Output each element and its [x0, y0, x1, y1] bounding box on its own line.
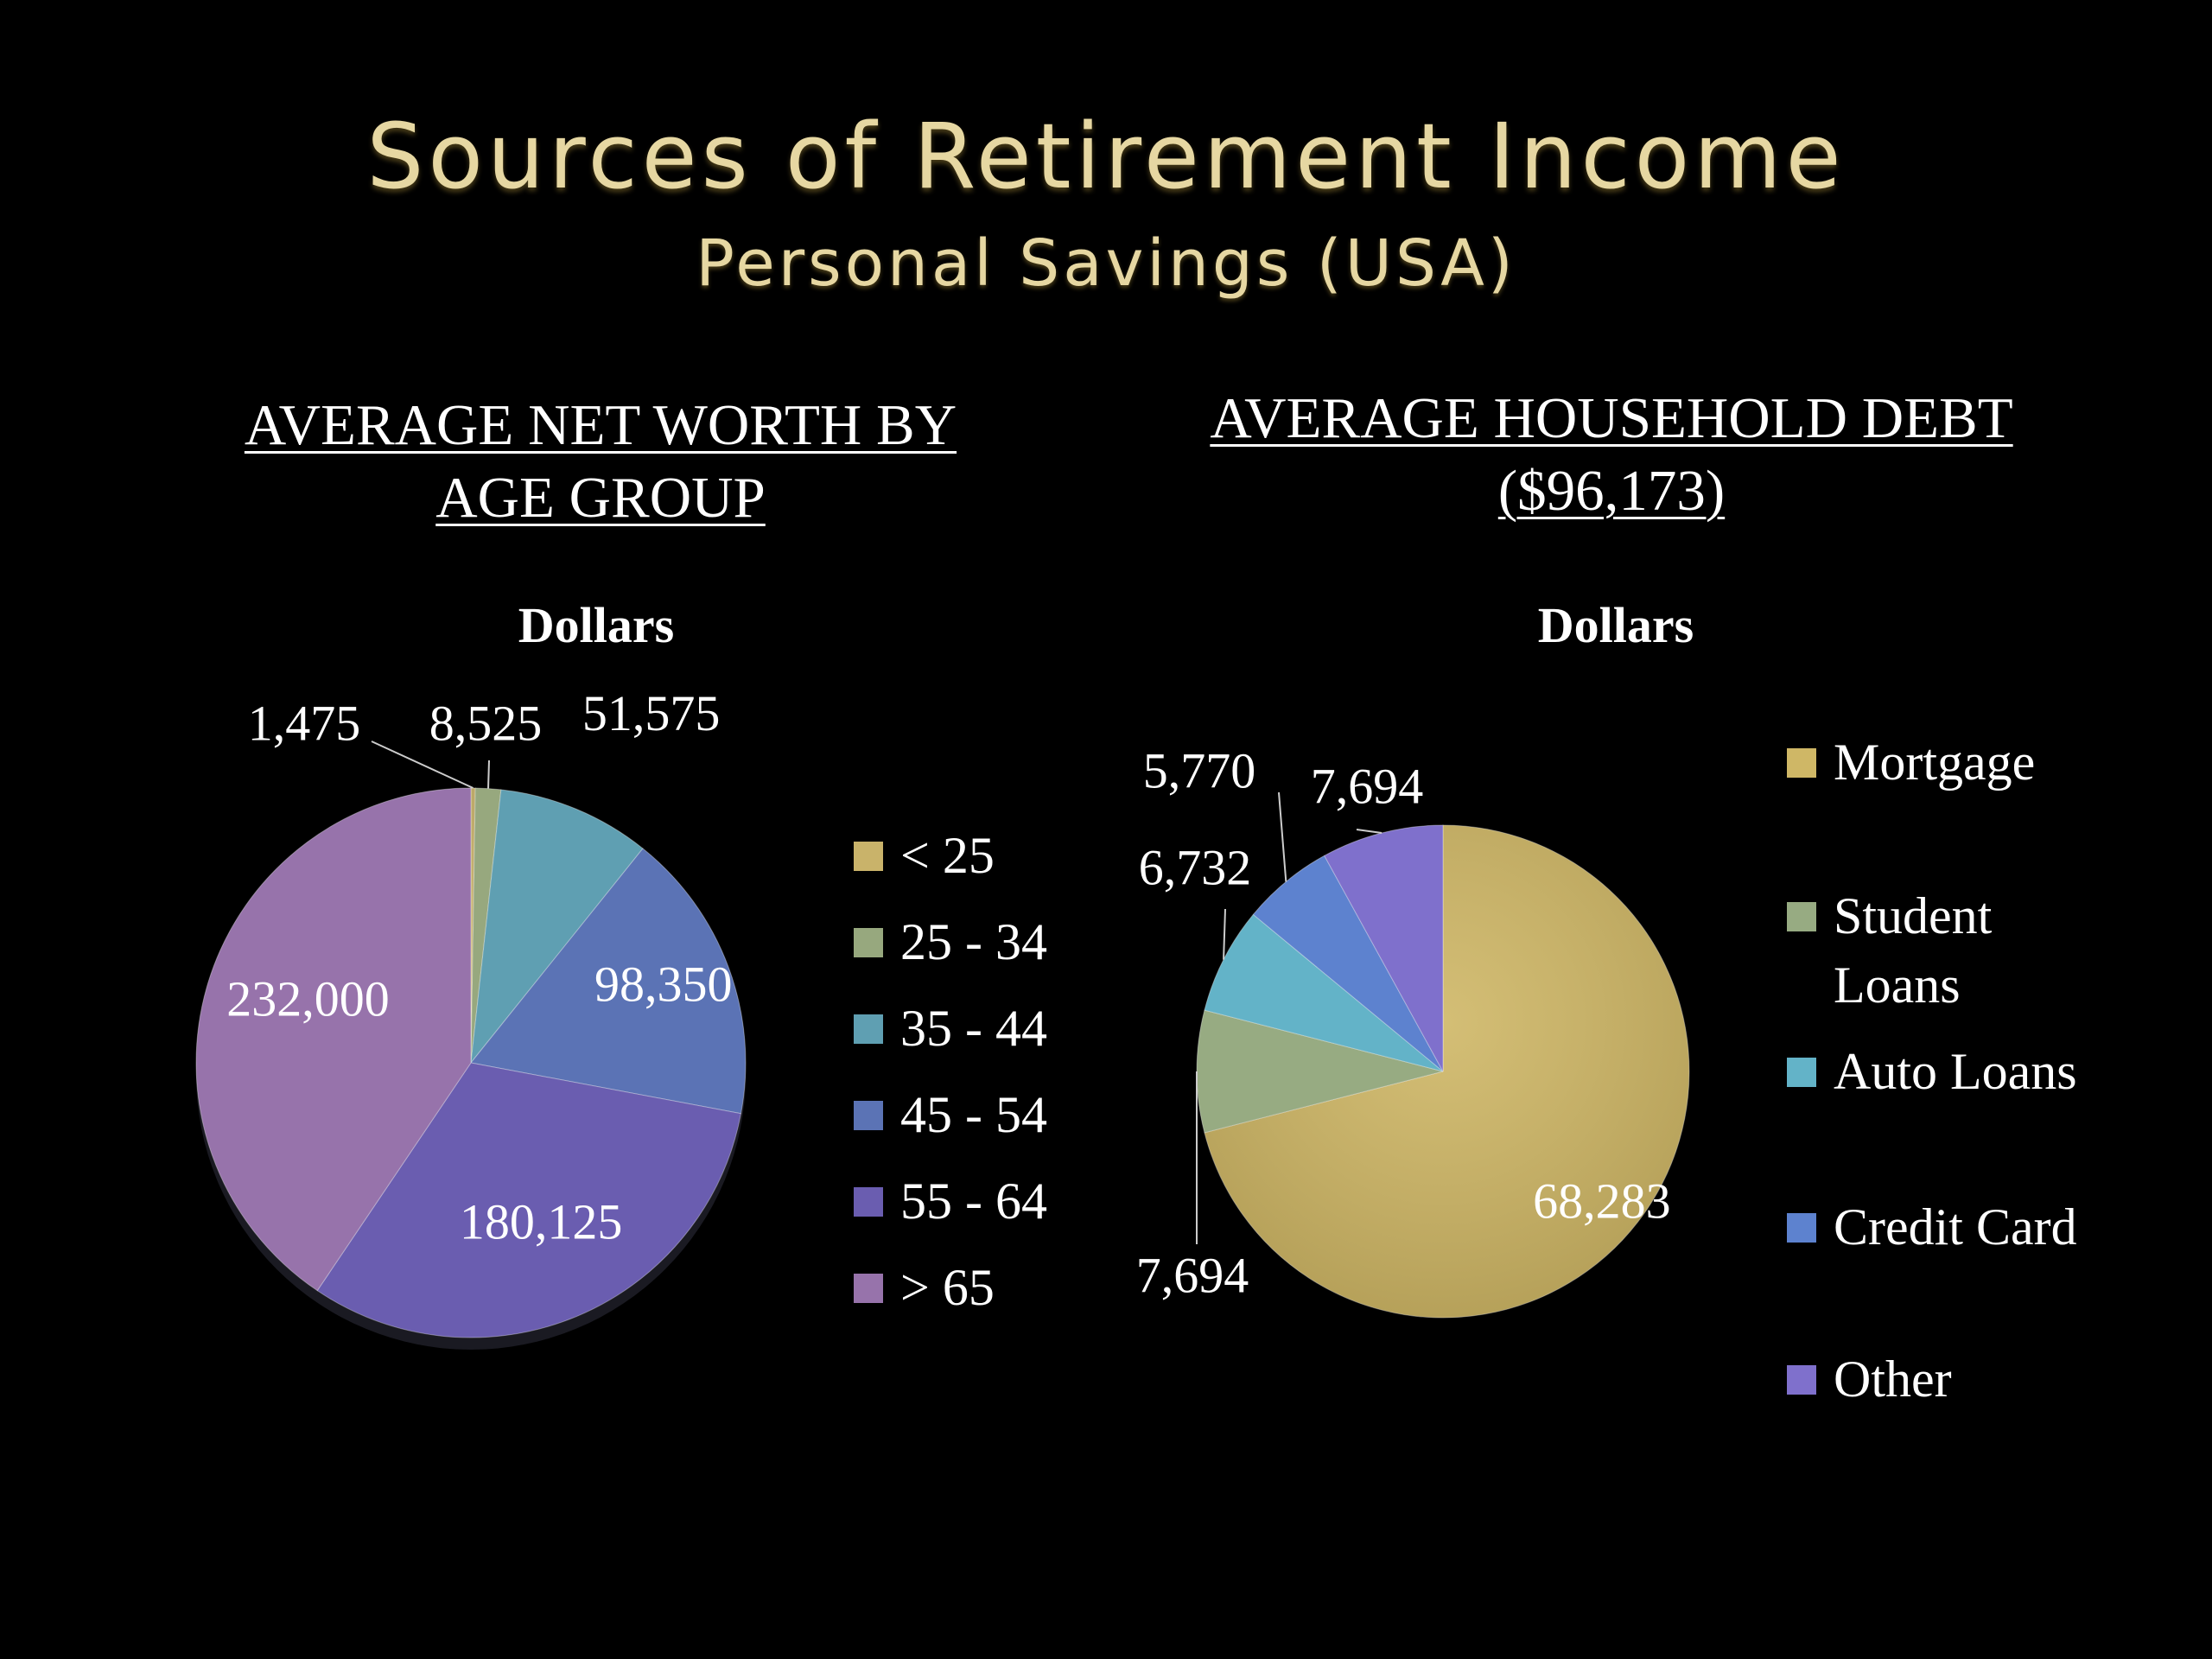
data-label-45-54: 98,350: [594, 956, 733, 1012]
legend-label-65: > 65: [900, 1259, 995, 1316]
legend-label-25: < 25: [900, 827, 995, 884]
legend-swatch-35-44: [854, 1014, 883, 1044]
legend-swatch-65: [854, 1274, 883, 1303]
legend-label-25-34: 25 - 34: [900, 913, 1047, 970]
slide-title: Sources of Retirement Income: [366, 104, 1846, 209]
legend-label-other: Other: [1834, 1351, 1952, 1408]
pie-slice-other: [1324, 824, 1444, 1072]
legend-swatch-student-loans: [1787, 902, 1816, 931]
household-debt-heading: AVERAGE HOUSEHOLD DEBT ($96,173): [1141, 382, 2082, 527]
data-label-student-loans: 7,694: [1136, 1247, 1249, 1303]
data-label-auto-loans: 6,732: [1139, 839, 1252, 895]
legend-swatch-25: [854, 842, 883, 871]
household-debt-heading-line1: AVERAGE HOUSEHOLD DEBT: [1210, 386, 2013, 450]
data-label-credit-card: 5,770: [1143, 742, 1256, 798]
legend-swatch-45-54: [854, 1101, 883, 1130]
legend-swatch-auto-loans: [1787, 1058, 1816, 1087]
legend-swatch-other: [1787, 1365, 1816, 1395]
legend-swatch-55-64: [854, 1187, 883, 1217]
pie-slice-55-64: [316, 1062, 742, 1338]
legend-label-45-54: 45 - 54: [900, 1086, 1047, 1143]
net-worth-heading: AVERAGE NET WORTH BY AGE GROUP: [181, 389, 1020, 534]
legend-label-35-44: 35 - 44: [900, 1000, 1047, 1057]
pie-slice-auto-loans: [1204, 913, 1444, 1072]
data-label-35-44: 51,575: [582, 685, 721, 741]
legend-label-credit-card: Credit Card: [1834, 1198, 2077, 1255]
household-debt-chart-title: Dollars: [1537, 597, 1694, 653]
slide-subtitle: Personal Savings (USA): [696, 226, 1516, 301]
legend-label-55-64: 55 - 64: [900, 1173, 1047, 1230]
leader-line-25: [371, 741, 474, 789]
pie-slice-35-44: [470, 789, 644, 1065]
data-label-65: 232,000: [226, 971, 390, 1027]
net-worth-heading-line2: AGE GROUP: [435, 466, 766, 530]
household-debt-pie: 68,283 7,694 6,732 5,770 7,694: [1136, 742, 1690, 1319]
net-worth-pie: 1,475 8,525 51,575 98,350 180,125 232,000: [195, 685, 747, 1350]
legend-label-student-loans: Student Loans: [1834, 887, 1993, 1014]
legend-label-auto-loans: Auto Loans: [1834, 1043, 2077, 1100]
data-label-mortgage: 68,283: [1533, 1173, 1671, 1229]
pie-slice-student-loans: [1196, 1009, 1444, 1134]
pie-slice-45-54: [470, 848, 747, 1115]
leader-line-auto-loans: [1223, 908, 1226, 960]
legend-swatch-credit-card: [1787, 1213, 1816, 1243]
legend-swatch-25-34: [854, 928, 883, 957]
data-label-25-34: 8,525: [429, 695, 543, 751]
net-worth-heading-line1: AVERAGE NET WORTH BY: [244, 393, 957, 457]
legend-swatch-mortgage: [1787, 748, 1816, 778]
data-label-55-64: 180,125: [460, 1193, 623, 1249]
net-worth-chart-title: Dollars: [518, 597, 675, 653]
leader-line-credit-card: [1278, 791, 1287, 882]
data-label-25: 1,475: [248, 695, 361, 751]
leader-line-25-34: [487, 760, 490, 789]
leader-line-other: [1356, 829, 1382, 834]
pie-slice-65: [195, 787, 472, 1292]
data-label-other: 7,694: [1311, 758, 1424, 814]
legend-label-mortgage: Mortgage: [1834, 734, 2036, 791]
household-debt-heading-line2: ($96,173): [1497, 459, 1726, 523]
